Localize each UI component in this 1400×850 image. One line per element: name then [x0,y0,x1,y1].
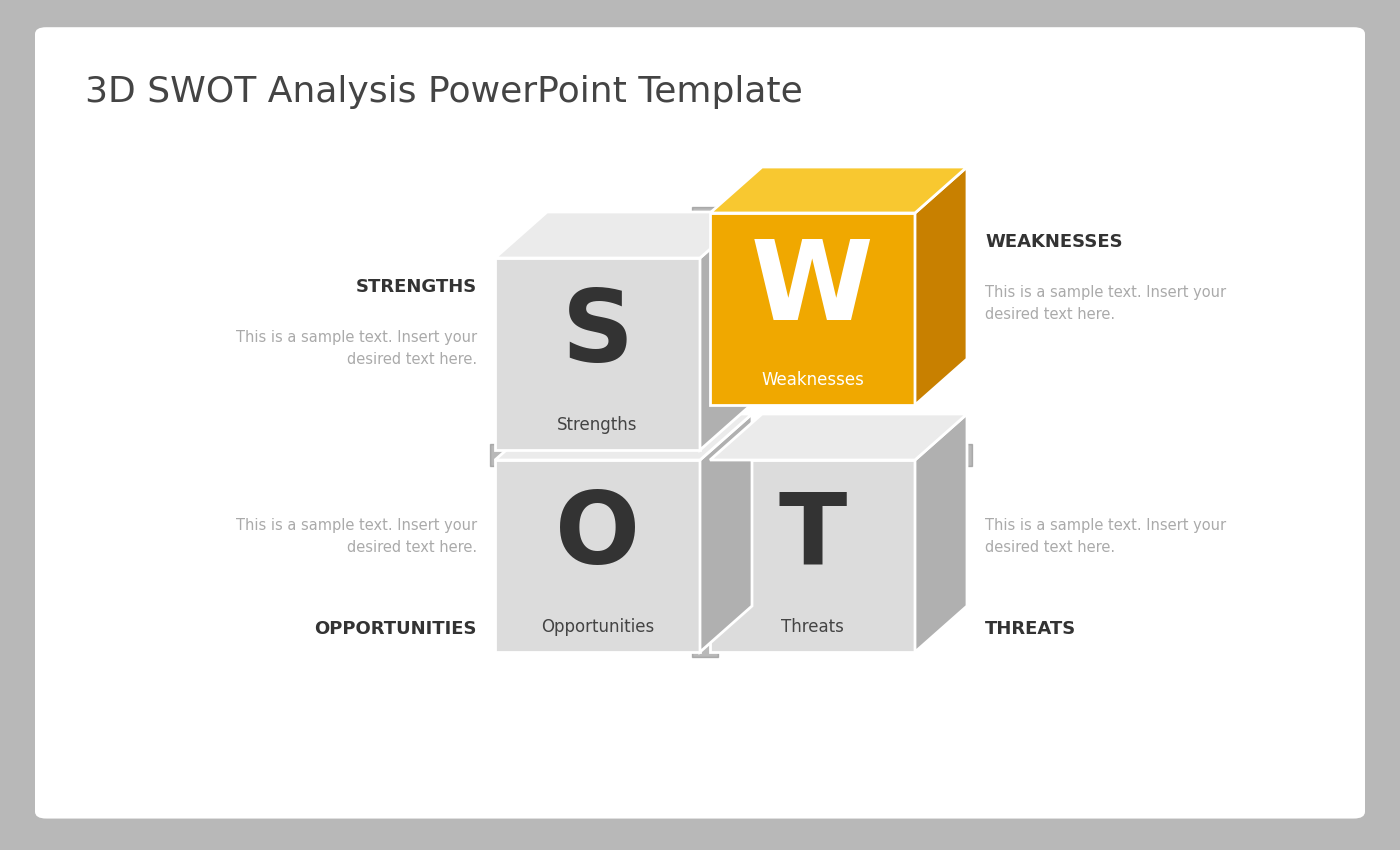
Text: S: S [561,286,633,383]
Bar [496,460,700,652]
Polygon shape [916,167,967,405]
Polygon shape [710,167,967,213]
Text: Opportunities: Opportunities [540,618,654,636]
Text: Strengths: Strengths [557,416,638,434]
Text: Weaknesses: Weaknesses [762,371,864,389]
Bar [710,213,916,405]
Bar [710,460,916,652]
Text: STRENGTHS: STRENGTHS [356,278,477,296]
Polygon shape [710,414,967,460]
Text: O: O [554,488,640,586]
Text: WEAKNESSES: WEAKNESSES [986,233,1123,251]
Polygon shape [496,414,752,460]
Text: This is a sample text. Insert your
desired text here.: This is a sample text. Insert your desir… [235,330,477,367]
Text: 3D SWOT Analysis PowerPoint Template: 3D SWOT Analysis PowerPoint Template [85,75,802,109]
Polygon shape [700,414,752,652]
Text: This is a sample text. Insert your
desired text here.: This is a sample text. Insert your desir… [986,285,1226,322]
Polygon shape [682,460,718,482]
Text: OPPORTUNITIES: OPPORTUNITIES [315,620,477,638]
Polygon shape [496,212,752,258]
Text: This is a sample text. Insert your
desired text here.: This is a sample text. Insert your desir… [235,518,477,555]
Polygon shape [700,212,752,450]
Polygon shape [916,414,967,652]
Text: Threats: Threats [781,618,844,636]
Text: W: W [752,236,874,343]
Text: This is a sample text. Insert your
desired text here.: This is a sample text. Insert your desir… [986,518,1226,555]
Bar [496,258,700,450]
Text: THREATS: THREATS [986,620,1077,638]
Text: T: T [778,488,847,586]
